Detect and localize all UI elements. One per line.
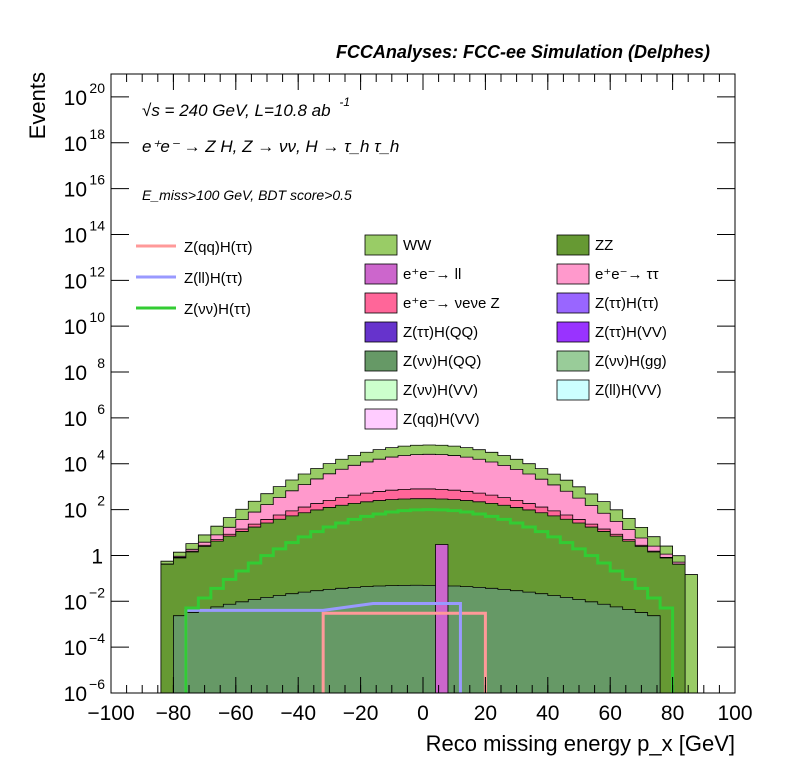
legend-box-swatch [364, 292, 398, 314]
legend-box-label: ZZ [595, 237, 613, 254]
y-tick-label: 10 [64, 362, 87, 385]
x-tick-label: 0 [417, 702, 429, 725]
legend-box-label: e⁺e⁻→ ll [403, 266, 461, 283]
legend-box-swatch [556, 321, 590, 343]
x-tick-label: 20 [474, 702, 497, 725]
legend-box-label: Z(νν)H(gg) [595, 353, 667, 370]
legend-box-swatch [556, 292, 590, 314]
x-tick-label: −40 [280, 702, 316, 725]
legend-box-swatch [364, 408, 398, 430]
legend-line-label: Z(νν)H(ττ) [184, 301, 251, 318]
legend-box-swatch [364, 350, 398, 372]
x-tick-label: −60 [218, 702, 254, 725]
y-tick-label: 10 [64, 500, 87, 523]
legend-box-swatch [556, 263, 590, 285]
legend-box-label: Z(νν)H(VV) [403, 382, 478, 399]
legend-box-label: Z(ττ)H(QQ) [403, 324, 478, 341]
y-tick-exponent: 16 [89, 172, 105, 188]
x-tick-label: −20 [343, 702, 379, 725]
legend-box-label: Z(ll)H(VV) [595, 382, 662, 399]
line-zh [184, 508, 675, 693]
legend-box-label: e⁺e⁻→ ττ [595, 266, 659, 283]
legend-box-label: e⁺e⁻→ νeνe Z [403, 295, 500, 312]
y-tick-exponent: 12 [89, 263, 105, 279]
legend-line-label: Z(qq)H(ττ) [184, 239, 253, 256]
legend-box-swatch [364, 321, 398, 343]
y-tick-label: 10 [64, 270, 87, 293]
y-tick-exponent: −2 [89, 584, 105, 600]
x-tick-label: −80 [156, 702, 192, 725]
y-tick-exponent: 8 [97, 355, 105, 371]
header-text: FCCAnalyses: FCC-ee Simulation (Delphes) [336, 42, 710, 62]
y-tick-exponent: 6 [97, 401, 105, 417]
legend-box-label: Z(νν)H(QQ) [403, 353, 481, 370]
legend-box-swatch [364, 379, 398, 401]
legend-box-swatch [556, 379, 590, 401]
y-tick-label: 10 [64, 316, 87, 339]
spike-eell [435, 544, 449, 694]
y-tick-exponent: 18 [89, 126, 105, 142]
legend-box-label: Z(ττ)H(VV) [595, 324, 667, 341]
info-line-1-text: √s = 240 GeV, L=10.8 ab [142, 101, 331, 120]
x-tick-label: 100 [717, 702, 752, 725]
legend-box-swatch [364, 263, 398, 285]
x-tick-label: −100 [87, 702, 134, 725]
y-tick-label: 10 [64, 87, 87, 110]
legend-box-swatch [556, 234, 590, 256]
legend-box-label: WW [403, 237, 432, 254]
y-tick-label: 10 [64, 179, 87, 202]
y-tick-label: 10 [64, 224, 87, 247]
info-line-1: √s = 240 GeV, L=10.8 ab -1 [142, 95, 350, 120]
y-tick-label: 1 [91, 545, 103, 568]
y-tick-exponent: 10 [89, 309, 105, 325]
legend-box-label: Z(ττ)H(ττ) [595, 295, 659, 312]
y-tick-exponent: 14 [89, 217, 105, 233]
y-tick-exponent: −6 [89, 676, 105, 692]
y-tick-label: 10 [64, 683, 87, 706]
y-tick-label: 10 [64, 408, 87, 431]
legend-line-label: Z(ll)H(ττ) [184, 270, 243, 287]
y-tick-exponent: 4 [97, 447, 105, 463]
y-tick-label: 10 [64, 133, 87, 156]
stack-zhqq [111, 584, 735, 694]
y-tick-exponent: 2 [97, 493, 105, 509]
plot-area: −100 −80 −60 −40 −20 0 20 40 60 80 10010−610−410−2… [64, 73, 753, 725]
legend-boxes: WW ZZ e⁺e⁻→ ll e⁺e⁻→ ττ e⁺e⁻→ νeνe Z Z(ττ)H(τ… [364, 234, 667, 430]
y-tick-label: 10 [64, 454, 87, 477]
legend-lines: Z(qq)H(ττ) Z(ll)H(ττ) Z(νν)H(ττ) [136, 239, 253, 318]
legend-box-label: Z(qq)H(VV) [403, 411, 480, 428]
info-line-3: E_miss>100 GeV, BDT score>0.5 [142, 187, 352, 203]
x-axis-title: Reco missing energy p_x [GeV] [426, 731, 735, 756]
y-tick-exponent: 20 [89, 80, 105, 96]
info-text-group: √s = 240 GeV, L=10.8 ab -1 e⁺e⁻ → Z H, Z… [142, 95, 399, 203]
legend-box-swatch [364, 234, 398, 256]
info-line-1-sup: -1 [339, 95, 350, 109]
y-tick-label: 10 [64, 591, 87, 614]
y-tick-label: 10 [64, 637, 87, 660]
x-tick-label: 60 [599, 702, 622, 725]
legend-box-swatch [556, 350, 590, 372]
y-tick-exponent: −4 [89, 630, 105, 646]
x-tick-label: 40 [536, 702, 559, 725]
y-axis-title: Events [25, 72, 50, 139]
x-tick-label: 80 [661, 702, 684, 725]
line-zqqh [321, 611, 487, 693]
info-line-2: e⁺e⁻ → Z H, Z → νν, H → τ_h τ_h [142, 137, 399, 156]
